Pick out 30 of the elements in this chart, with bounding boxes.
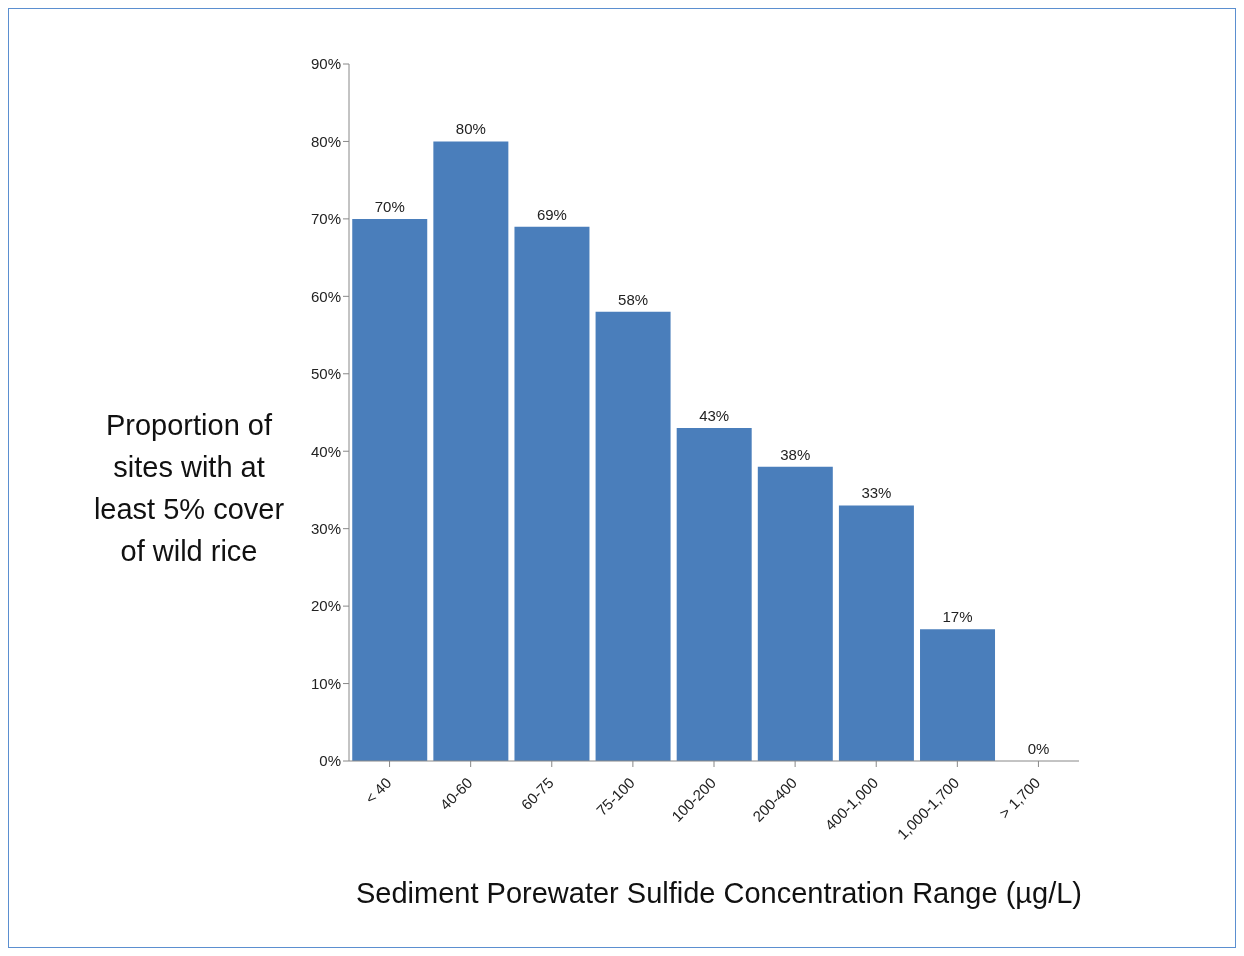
x-tick-label: < 40 — [361, 773, 395, 807]
data-label: 58% — [618, 290, 649, 308]
y-tick-label: 70% — [310, 210, 341, 228]
y-tick-label: 50% — [310, 365, 341, 383]
y-axis-title: Proportion of sites with at least 5% cover of wild rice — [92, 408, 286, 569]
y-tick-label: 90% — [310, 55, 341, 73]
y-tick-label: 60% — [310, 287, 341, 305]
y-tick-label: 0% — [319, 752, 341, 770]
bar — [920, 629, 996, 761]
data-label: 0% — [1027, 739, 1050, 757]
y-tick-label: 20% — [310, 597, 341, 615]
y-tick-label: 80% — [310, 132, 341, 150]
bar — [757, 466, 833, 761]
y-tick-label: 40% — [310, 442, 341, 460]
y-tick-label: 30% — [310, 519, 341, 537]
data-label: 38% — [780, 445, 811, 463]
x-axis-title: Sediment Porewater Sulfide Concentration Range (µg/L) — [355, 877, 1083, 910]
data-label: 69% — [536, 205, 567, 223]
bar — [595, 311, 671, 761]
bar — [514, 226, 590, 761]
data-label: 33% — [861, 484, 892, 502]
bar — [433, 141, 509, 761]
data-label: 80% — [455, 120, 486, 138]
bar — [352, 218, 428, 761]
data-label: 17% — [942, 608, 973, 626]
data-label: 70% — [374, 197, 405, 215]
y-tick-label: 10% — [310, 674, 341, 692]
bar — [676, 427, 752, 761]
bar — [838, 505, 914, 761]
data-label: 43% — [699, 406, 730, 424]
